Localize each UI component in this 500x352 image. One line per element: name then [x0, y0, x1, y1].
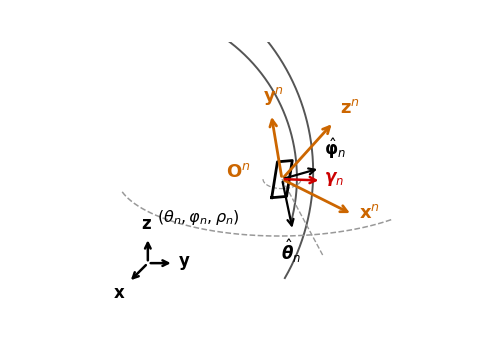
- Text: $\mathbf{z}^n$: $\mathbf{z}^n$: [340, 99, 360, 117]
- Text: $\mathbf{y}$: $\mathbf{y}$: [178, 254, 191, 272]
- Text: $\mathbf{z}$: $\mathbf{z}$: [141, 214, 152, 233]
- Text: $\mathbf{x}$: $\mathbf{x}$: [113, 284, 126, 302]
- Text: $\mathbf{x}^n$: $\mathbf{x}^n$: [359, 204, 380, 222]
- Text: $(\theta_n, \varphi_n, \rho_n)$: $(\theta_n, \varphi_n, \rho_n)$: [156, 208, 240, 227]
- Text: $\boldsymbol{\gamma}_n$: $\boldsymbol{\gamma}_n$: [324, 170, 344, 188]
- Text: $\mathbf{O}^n$: $\mathbf{O}^n$: [226, 163, 251, 181]
- Text: $\hat{\boldsymbol{\varphi}}_n$: $\hat{\boldsymbol{\varphi}}_n$: [324, 137, 346, 162]
- Text: $\mathbf{y}^n$: $\mathbf{y}^n$: [264, 85, 284, 107]
- Text: $\hat{\boldsymbol{\theta}}_n$: $\hat{\boldsymbol{\theta}}_n$: [282, 237, 302, 265]
